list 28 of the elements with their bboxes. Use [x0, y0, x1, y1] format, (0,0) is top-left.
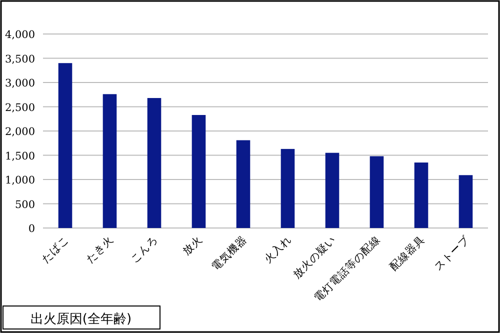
- bar: [325, 152, 340, 228]
- x-tick-label: 火入れ: [261, 232, 294, 266]
- y-tick-label: 2,000: [4, 126, 35, 138]
- text: 出火原因(全年齢): [30, 312, 132, 327]
- bar: [192, 114, 206, 228]
- bar: [458, 175, 473, 228]
- x-tick-label: ストーブ: [432, 232, 473, 274]
- y-tick-label: 1,000: [4, 174, 35, 186]
- bar: [102, 94, 117, 228]
- y-tick-label: 3,500: [4, 53, 35, 66]
- y-tick-label: 1,500: [4, 150, 35, 162]
- x-tick-label: たき火: [83, 232, 116, 266]
- y-tick-label: 500: [14, 198, 35, 211]
- x-tick-label: 放火: [180, 232, 205, 258]
- x-tick-label: たばこ: [40, 234, 72, 266]
- x-tick-label: こんろ: [128, 234, 160, 266]
- bar: [280, 148, 295, 228]
- x-tick-label: 配線器具: [388, 234, 428, 274]
- bar: [370, 156, 384, 228]
- bar: [414, 162, 428, 228]
- x-tick-label: 電気機器: [210, 234, 250, 274]
- y-tick-label: 0: [28, 223, 35, 235]
- bar: [58, 63, 72, 228]
- y-tick-label: 3,000: [4, 78, 35, 90]
- y-tick-label: 4,000: [4, 29, 35, 41]
- y-tick-label: 2,500: [4, 102, 35, 114]
- bar: [236, 140, 250, 228]
- bar: [147, 98, 162, 228]
